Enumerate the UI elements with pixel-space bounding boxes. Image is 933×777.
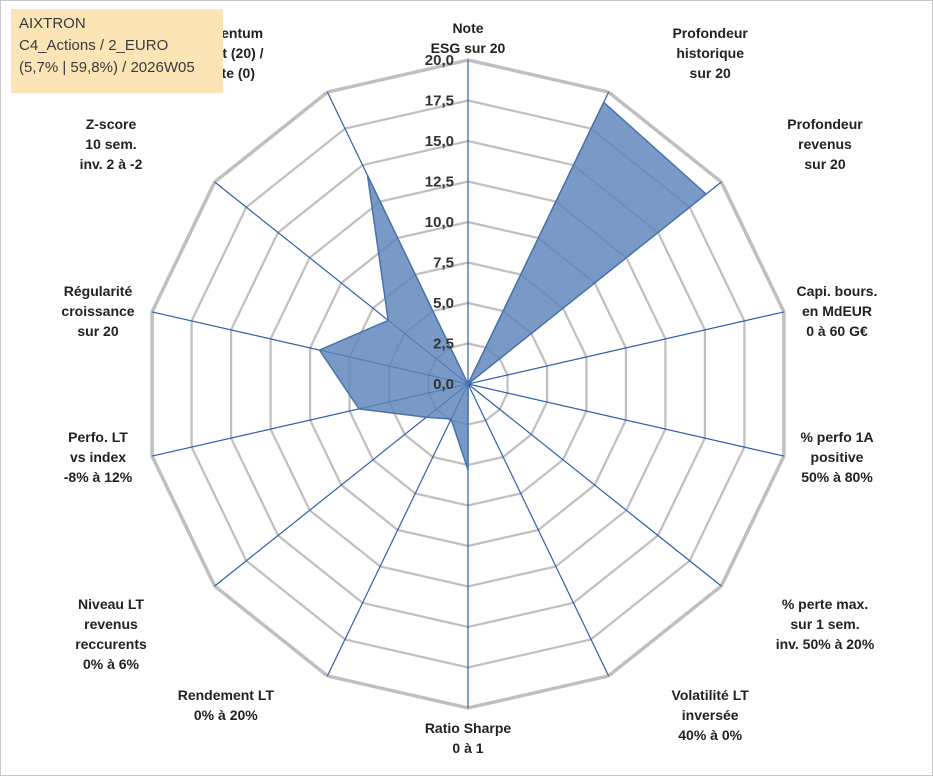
axis-label-line: Ratio Sharpe <box>424 720 512 736</box>
axis-label-7: Volatilité LT inversée 40% à 0% <box>615 685 805 745</box>
axis-label-line: Profondeur <box>672 24 748 41</box>
axis-label-line: Volatilité LT <box>671 687 749 704</box>
tick-label: 2,5 <box>433 336 454 353</box>
axis-spoke-7 <box>467 383 610 677</box>
tick-label: 7,5 <box>433 255 454 272</box>
axis-label-line: sur 1 sem. <box>790 615 860 632</box>
tick-label: 10,0 <box>425 214 454 231</box>
axis-label-line: ESG sur 20 <box>430 40 506 56</box>
axis-label-line: 0 à 1 <box>452 740 484 756</box>
info-box: AIXTRON C4_Actions / 2_EURO (5,7% | 59,8… <box>11 9 223 93</box>
axis-label-4: Capi. bours. en MdEUR 0 à 60 G€ <box>742 281 932 341</box>
axis-label-1: Note ESG sur 20 <box>373 18 563 58</box>
axis-label-line: 0 à 60 G€ <box>806 322 868 339</box>
axis-label-line: 10 sem. <box>85 136 137 153</box>
axis-label-line: reccurents <box>75 635 147 652</box>
axis-label-line: Perfo. LT <box>68 429 128 446</box>
axis-label-3: Profondeur revenus sur 20 <box>730 114 920 174</box>
axis-label-line: 40% à 0% <box>678 727 743 744</box>
axis-label-line: revenus <box>84 615 138 632</box>
axis-label-5: % perfo 1A positive 50% à 80% <box>742 427 932 487</box>
axis-label-8: Ratio Sharpe 0 à 1 <box>373 718 563 758</box>
axis-label-line: croissance <box>61 302 135 319</box>
axis-label-line: Note <box>452 20 484 36</box>
axis-label-line: Capi. bours. <box>796 282 878 299</box>
axis-label-11: Perfo. LT vs index -8% à 12% <box>3 427 193 487</box>
summary-label: (5,7% | 59,8%) / 2026W05 <box>19 59 195 76</box>
axis-label-10: Niveau LT revenus reccurents 0% à 6% <box>16 594 206 674</box>
company-name: AIXTRON <box>19 15 86 32</box>
tick-label: 17,5 <box>425 93 454 110</box>
axis-label-line: Régularité <box>63 282 133 299</box>
axis-label-line: 0% à 6% <box>82 655 139 672</box>
axis-label-line: -8% à 12% <box>63 469 133 486</box>
axis-label-2: Profondeur historique sur 20 <box>615 23 805 83</box>
axis-label-line: sur 20 <box>689 64 731 81</box>
axis-label-12: Régularité croissance sur 20 <box>3 281 193 341</box>
axis-spoke-9 <box>326 383 469 677</box>
axis-spoke-5 <box>467 383 785 457</box>
axis-label-13: Z-score 10 sem. inv. 2 à -2 <box>16 114 206 174</box>
axis-label-line: 0% à 20% <box>193 707 258 724</box>
axis-label-6: % perte max. sur 1 sem. inv. 50% à 20% <box>730 594 920 654</box>
axis-label-9: Rendement LT 0% à 20% <box>131 685 321 725</box>
axis-label-line: en MdEUR <box>802 302 872 319</box>
axis-label-line: Rendement LT <box>177 687 274 704</box>
axis-spoke-6 <box>467 383 722 587</box>
category-label: C4_Actions / 2_EURO <box>19 37 169 54</box>
axis-label-line: sur 20 <box>804 156 846 173</box>
axis-label-line: Niveau LT <box>78 595 144 612</box>
tick-label: 20,0 <box>425 52 454 69</box>
axis-label-line: Profondeur <box>787 116 863 133</box>
axis-label-line: historique <box>676 44 744 61</box>
axis-label-line: revenus <box>798 136 852 153</box>
axis-spoke-4 <box>467 311 785 385</box>
series-area-1 <box>318 101 708 471</box>
axis-label-line: % perfo 1A <box>800 429 874 446</box>
axis-label-line: inv. 2 à -2 <box>79 156 143 173</box>
axis-label-line: inversée <box>681 707 739 724</box>
axis-label-line: Z-score <box>85 116 137 133</box>
tick-label: 5,0 <box>433 295 454 312</box>
tick-label: 12,5 <box>425 174 454 191</box>
axis-label-line: inv. 50% à 20% <box>775 635 875 652</box>
tick-label: 0,0 <box>433 376 454 393</box>
axis-label-line: % perte max. <box>781 595 869 612</box>
axis-label-line: positive <box>810 449 864 466</box>
axis-label-line: 50% à 80% <box>801 469 873 486</box>
axis-label-line: vs index <box>69 449 127 466</box>
tick-label: 15,0 <box>425 133 454 150</box>
axis-label-line: sur 20 <box>77 322 119 339</box>
